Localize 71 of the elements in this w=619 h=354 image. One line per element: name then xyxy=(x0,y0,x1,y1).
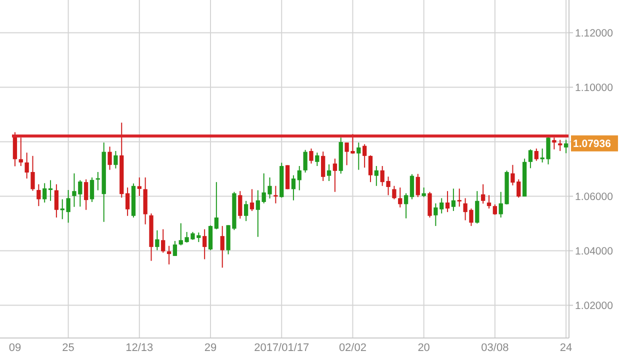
candlestick xyxy=(161,228,166,254)
candlestick xyxy=(534,148,538,162)
candlestick xyxy=(475,190,480,224)
candlestick xyxy=(220,225,224,268)
candlestick xyxy=(172,240,178,256)
candlestick xyxy=(137,176,142,196)
candlestick xyxy=(398,187,402,208)
candlestick xyxy=(285,164,290,190)
candlestick xyxy=(244,200,248,222)
candlestick xyxy=(155,230,160,251)
candlestick xyxy=(214,182,219,230)
x-tick-label: 2017/01/17 xyxy=(254,342,310,354)
candlestick xyxy=(250,188,254,212)
candlestick xyxy=(238,190,242,220)
candlestick xyxy=(202,228,207,260)
x-tick-label: 20 xyxy=(418,342,430,354)
y-tick-label: 1.06000 xyxy=(575,190,614,203)
candlestick xyxy=(321,151,326,182)
candlestick xyxy=(18,137,23,166)
y-tick-label: 1.02000 xyxy=(575,300,614,312)
candlestick xyxy=(36,184,41,207)
candlestick xyxy=(558,139,562,152)
candlestick xyxy=(416,173,420,198)
candlestick xyxy=(410,174,414,200)
candlestick xyxy=(564,139,568,154)
candlestick xyxy=(552,137,556,150)
candlestick xyxy=(451,188,456,212)
x-tick-label: 02/02 xyxy=(338,342,366,354)
candlestick xyxy=(492,204,498,216)
candlestick xyxy=(428,191,432,218)
candlestick xyxy=(84,178,88,210)
candlestick xyxy=(303,149,308,174)
y-tick-label: 1.10000 xyxy=(575,82,614,94)
text: 1.07936 xyxy=(573,138,612,150)
candlestick xyxy=(326,164,332,182)
y-tick-label: 1.12000 xyxy=(575,27,614,40)
candlestick xyxy=(114,150,118,169)
candlestick xyxy=(434,202,438,226)
candlestick xyxy=(291,174,296,201)
x-tick-label: 12/13 xyxy=(126,342,154,354)
candlestick xyxy=(54,184,59,218)
x-tick-label: 25 xyxy=(62,342,74,354)
candlestick xyxy=(125,187,130,216)
candlestick xyxy=(362,144,367,168)
candlestick xyxy=(90,176,94,202)
candlestick xyxy=(356,142,361,170)
candlestick xyxy=(256,190,260,238)
candlestick xyxy=(332,158,338,192)
candlestick xyxy=(528,148,533,169)
candlestick xyxy=(297,166,302,191)
candlestick xyxy=(445,190,450,213)
x-tick-label: 29 xyxy=(204,342,217,354)
candlestick xyxy=(12,132,18,167)
candlestick xyxy=(208,224,213,251)
candlestick xyxy=(108,146,112,170)
candlestick xyxy=(274,185,278,204)
candlestick xyxy=(315,152,320,166)
candlestick xyxy=(481,184,486,204)
candlestick xyxy=(404,192,408,219)
x-tick-label: 09 xyxy=(8,342,22,354)
x-tick-label: 24 xyxy=(560,342,572,354)
candlestick xyxy=(392,185,396,200)
candlestick xyxy=(440,198,444,214)
candlestick xyxy=(309,148,314,164)
candlestick xyxy=(457,188,462,208)
candlestick xyxy=(42,182,47,204)
candlestick xyxy=(486,194,492,210)
candlestick xyxy=(368,154,373,183)
y-tick-label: 1.04000 xyxy=(575,245,614,258)
candlestick xyxy=(374,166,378,186)
x-tick-label: 03/08 xyxy=(481,342,509,354)
